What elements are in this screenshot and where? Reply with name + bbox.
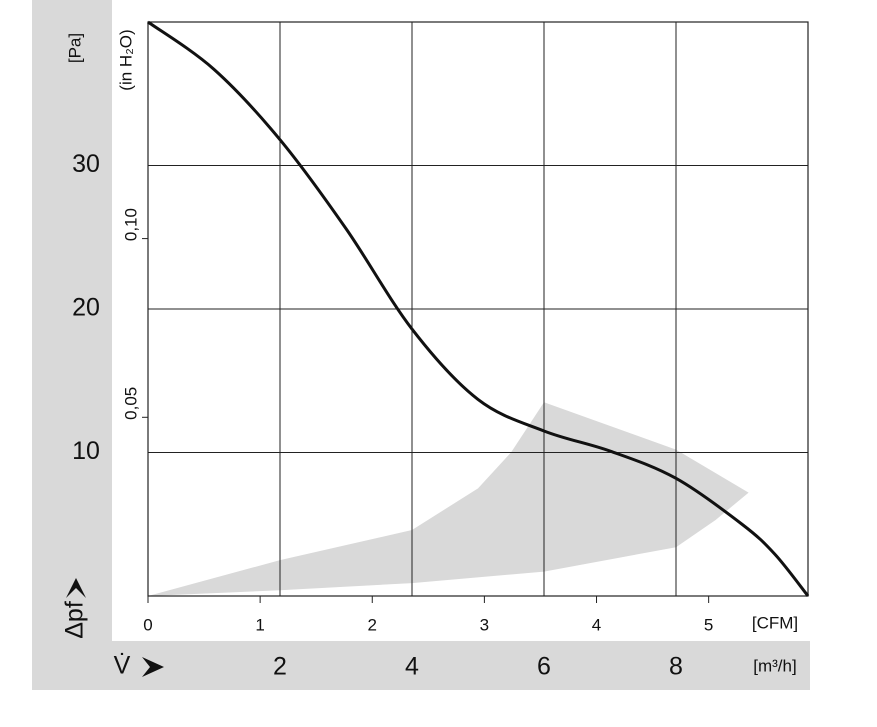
x2-tick-label: 0 bbox=[143, 615, 152, 634]
x-arrow bbox=[142, 657, 164, 677]
x2-tick-label: 2 bbox=[368, 615, 377, 634]
x2-tick-label: 3 bbox=[480, 615, 489, 634]
y-tick-label: 20 bbox=[72, 294, 100, 322]
x2-tick-label: 1 bbox=[255, 615, 264, 634]
plot-frame bbox=[147, 21, 809, 597]
x-tick-label: 6 bbox=[537, 653, 551, 681]
y2-tick-label: 0,10 bbox=[121, 208, 140, 241]
x-tick-label: 4 bbox=[405, 653, 419, 681]
x-symbol: V̇ bbox=[114, 651, 131, 680]
y-arrow bbox=[66, 578, 86, 598]
left-band bbox=[32, 0, 112, 690]
bottom-band bbox=[32, 641, 810, 690]
fan-curve bbox=[147, 20, 810, 597]
y-tick-label: 10 bbox=[72, 437, 100, 465]
x-tick-label: 8 bbox=[669, 653, 683, 681]
operating-region bbox=[148, 402, 749, 596]
y2-tick-label: 0,05 bbox=[121, 387, 140, 420]
y-tick-label: 30 bbox=[72, 150, 100, 178]
x2-unit: [CFM] bbox=[752, 613, 798, 632]
y-symbol: Δpf bbox=[61, 601, 89, 639]
x2-tick-label: 5 bbox=[704, 615, 713, 634]
y2-unit: (in H₂O) bbox=[116, 29, 135, 90]
x2-tick-label: 4 bbox=[592, 615, 601, 634]
y-unit: [Pa] bbox=[65, 33, 84, 63]
x-unit: [m³/h] bbox=[753, 656, 796, 675]
x-tick-label: 2 bbox=[273, 653, 287, 681]
